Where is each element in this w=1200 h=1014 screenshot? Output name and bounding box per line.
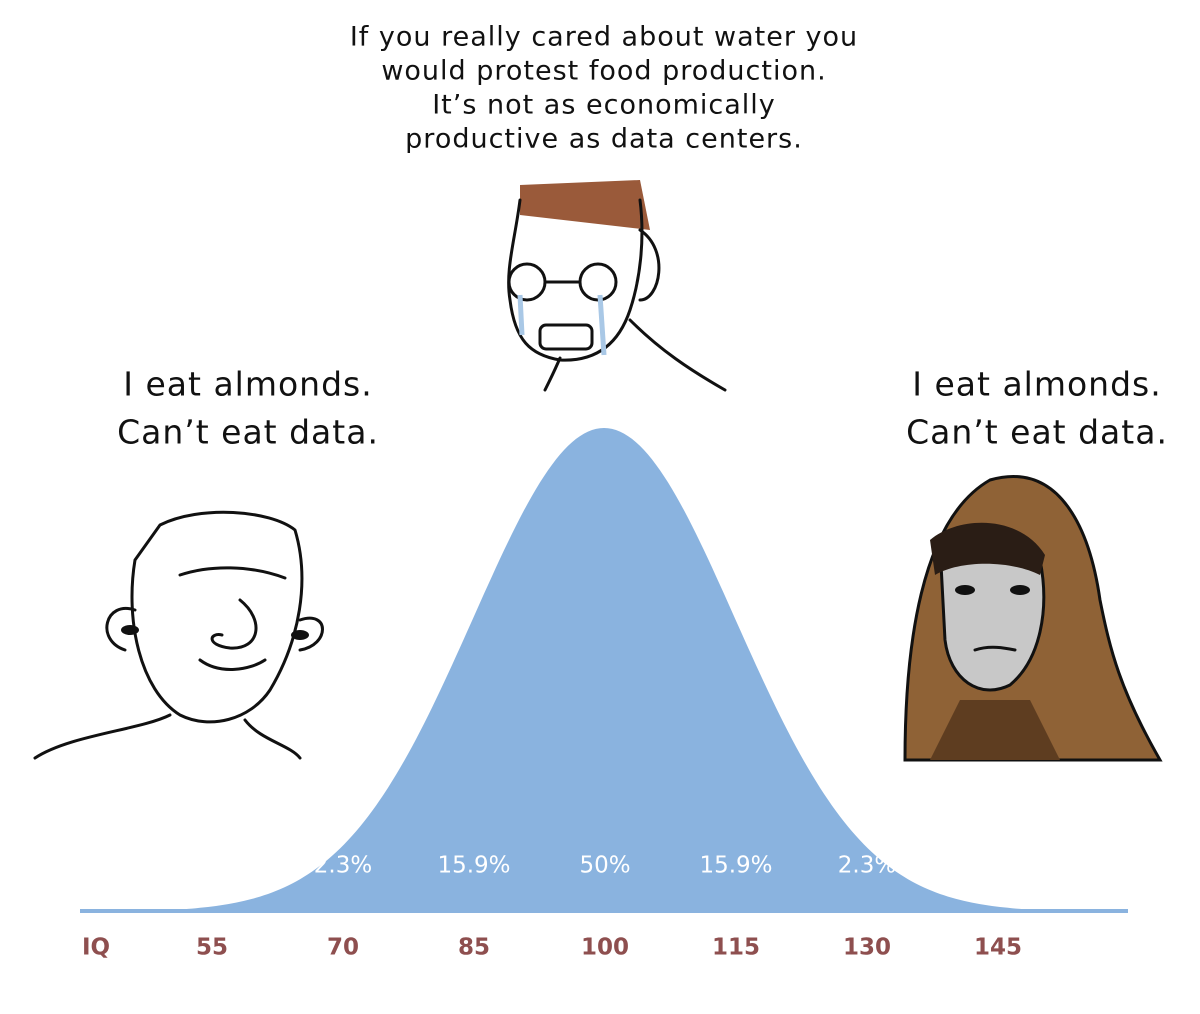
caption-line: It’s not as economically [432,90,776,121]
iq-tick-label: 130 [843,935,891,961]
smiling-wojak [33,510,324,760]
speech-line: I eat almonds. [123,365,372,404]
iq-axis: IQ 55 70 85 100 115 130 145 [82,935,1022,961]
iq-tick-label: 70 [327,935,359,961]
hooded-figure [903,475,1163,762]
iq-tick-label: 145 [974,935,1022,961]
caption-line: If you really cared about water you [350,22,858,53]
percentage-label: 2.3% [838,853,896,879]
speech-line: Can’t eat data. [117,413,379,452]
percentage-label: 15.9% [437,853,510,879]
percentage-label: 2.3% [314,853,372,879]
bell-curve [80,428,1128,912]
caption: If you really cared about water you woul… [350,22,858,155]
right-speech: I eat almonds. Can’t eat data. [906,365,1168,452]
speech-line: I eat almonds. [912,365,1161,404]
percentage-label: 50% [579,853,630,879]
iq-tick-label: 85 [458,935,490,961]
percentage-label: 0.1% [969,853,1027,879]
caption-line: productive as data centers. [405,124,803,155]
crying-wojak [507,180,727,392]
iq-tick-label: 100 [581,935,629,961]
axis-label: IQ [82,935,110,961]
iq-tick-label: 55 [196,935,228,961]
caption-line: would protest food production. [381,56,826,87]
percentage-label: 15.9% [699,853,772,879]
percentages: 0.1% 2.3% 15.9% 50% 15.9% 2.3% 0.1% [183,853,1027,879]
left-speech: I eat almonds. Can’t eat data. [117,365,379,452]
speech-line: Can’t eat data. [906,413,1168,452]
percentage-label: 0.1% [183,853,241,879]
iq-tick-label: 115 [712,935,760,961]
